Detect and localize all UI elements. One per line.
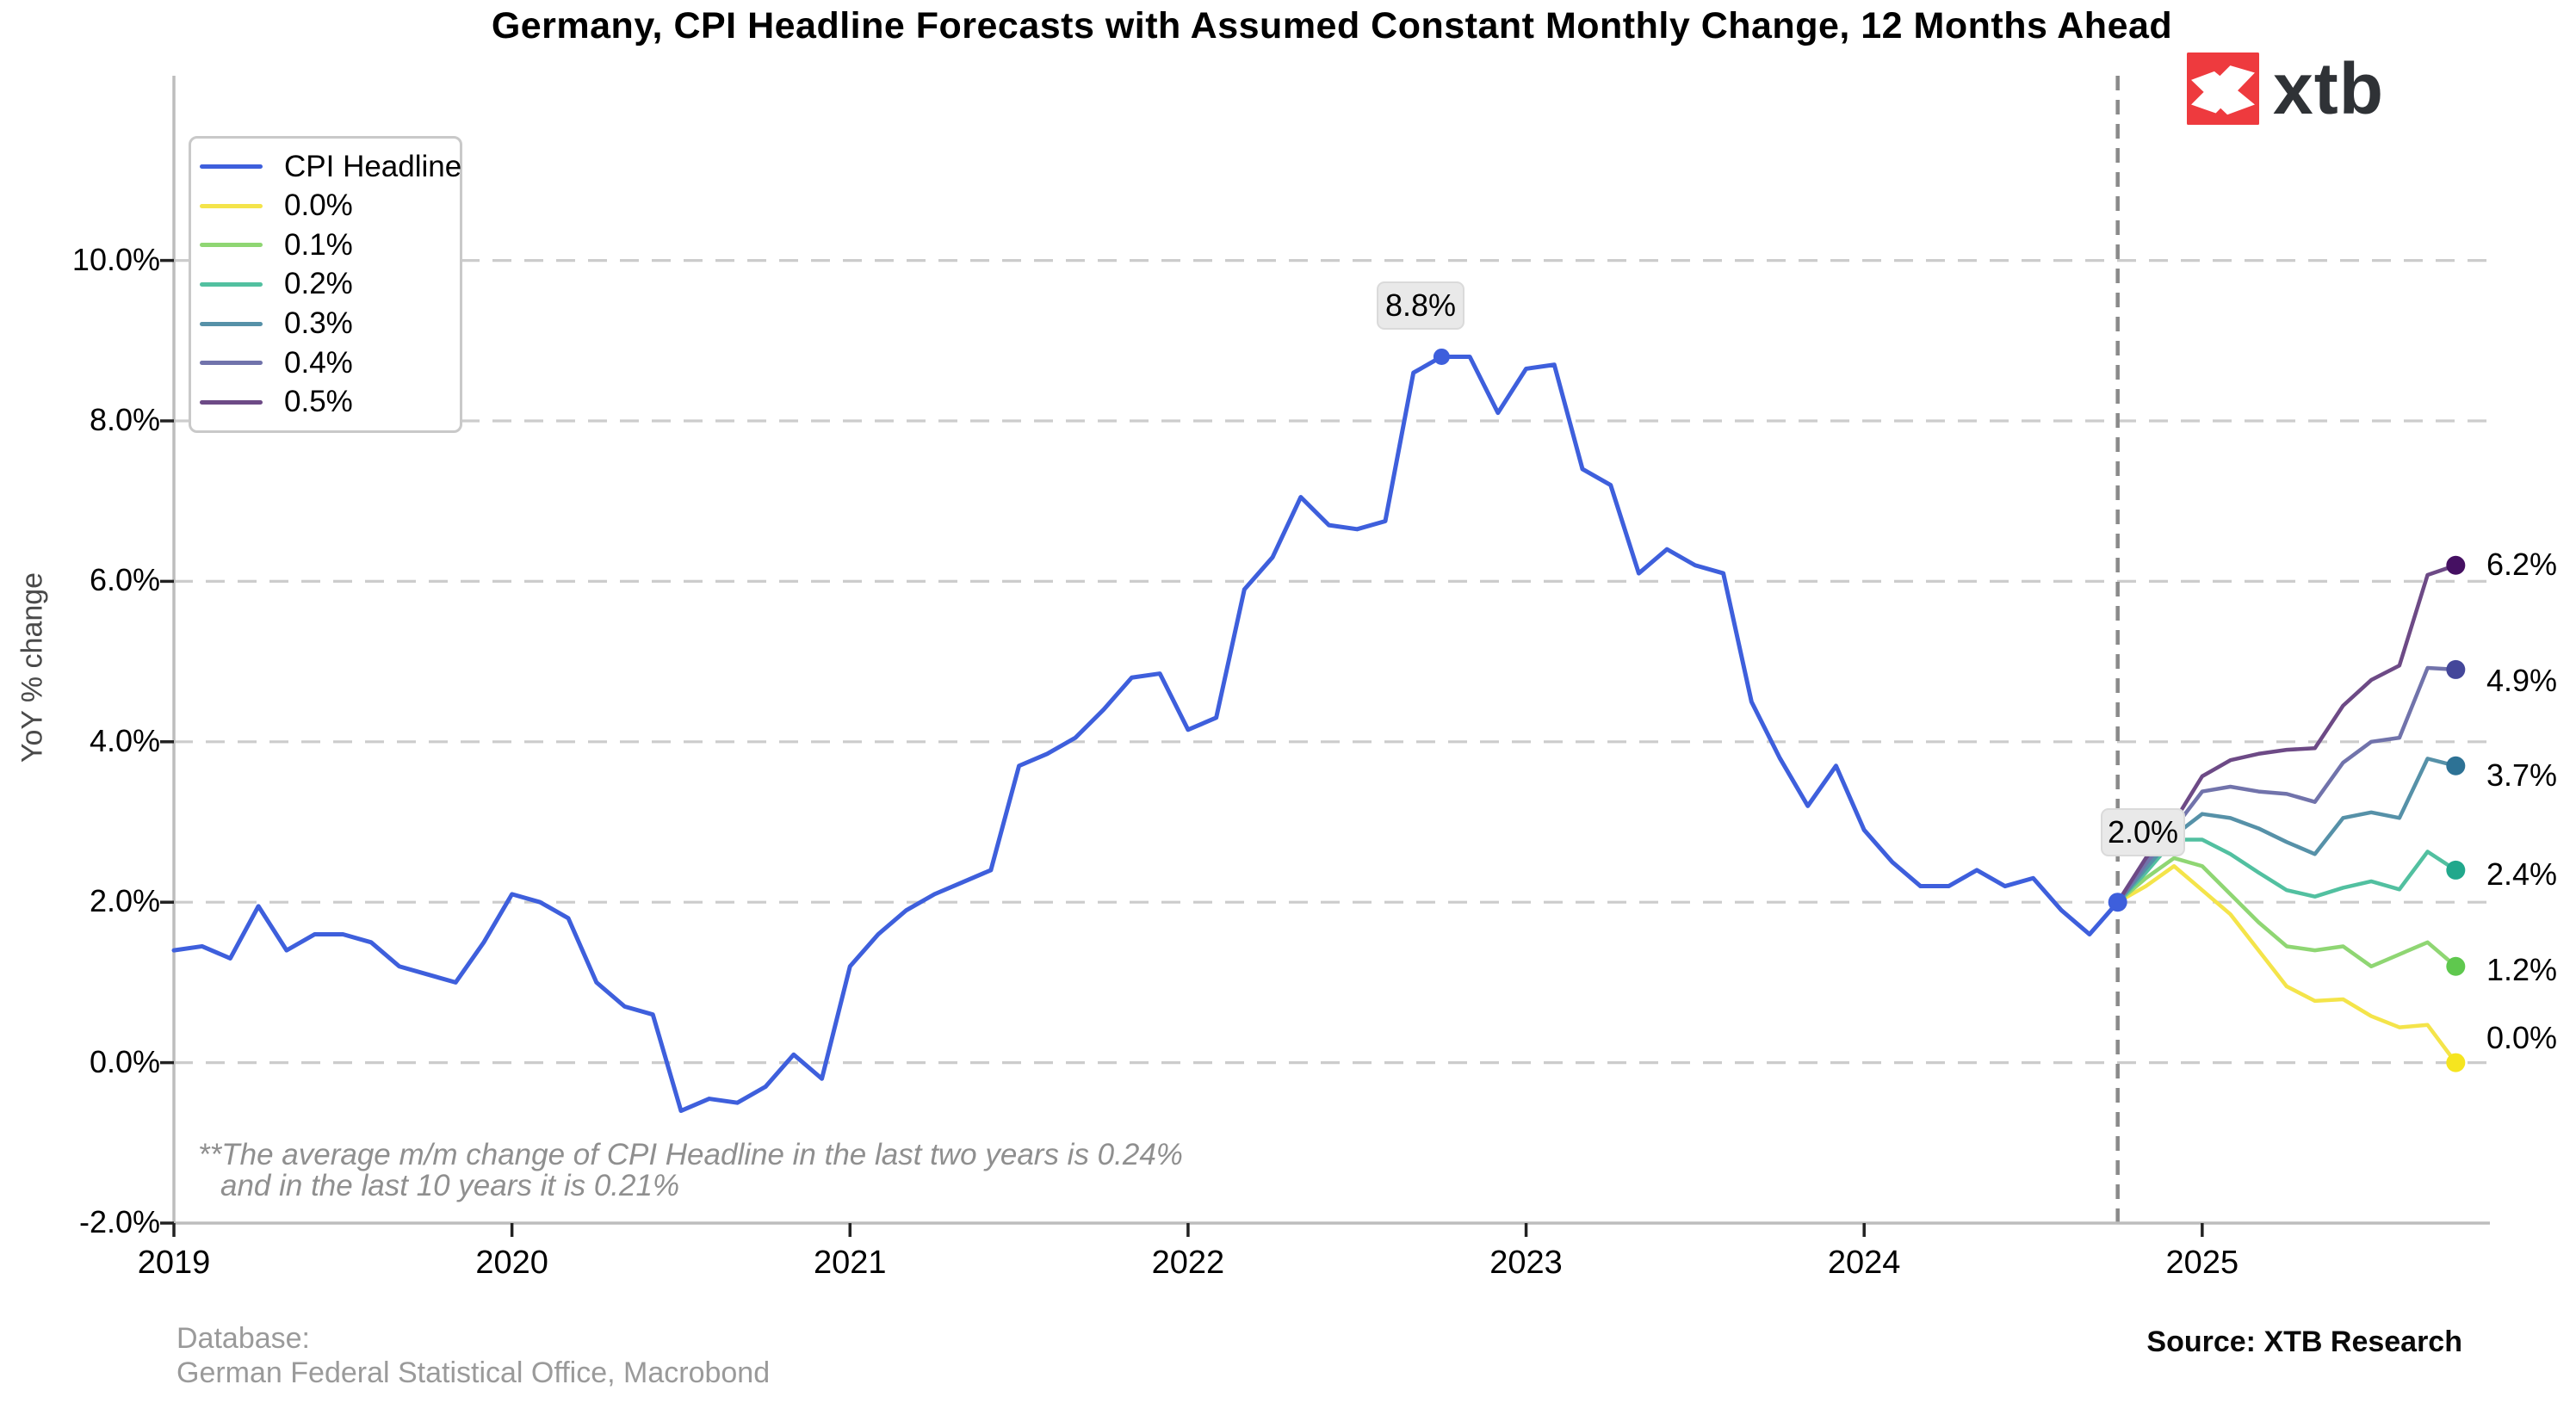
y-tick-label: -2.0%: [78, 1204, 160, 1239]
x-tick-label: 2021: [813, 1245, 887, 1281]
y-tick-label: 6.0%: [89, 562, 160, 598]
page-title: Germany, CPI Headline Forecasts with Ass…: [491, 5, 2173, 46]
end-value-label-0.0%: 0.0%: [2486, 1019, 2558, 1055]
legend-label: 0.5%: [284, 385, 353, 419]
legend-label: 0.2%: [284, 267, 353, 301]
y-tick-label: 2.0%: [89, 883, 160, 919]
legend-swatch-icon: [200, 399, 263, 405]
x-tick-label: 2025: [2165, 1245, 2239, 1281]
end-marker-6.2%: [2446, 555, 2466, 575]
legend-label: CPI Headline: [284, 149, 462, 183]
cpi-headline-line: [171, 354, 2121, 1114]
legend-item-0.3%: 0.3%: [191, 306, 460, 341]
legend-label: 0.1%: [284, 227, 353, 262]
legend-item-cpi-headline: CPI Headline: [191, 149, 462, 184]
end-value-label-1.2%: 1.2%: [2486, 951, 2558, 987]
forecast-start-annotation: 2.0%: [2101, 808, 2185, 856]
database-value: German Federal Statistical Office, Macro…: [176, 1356, 771, 1389]
legend-label: 0.4%: [284, 345, 353, 380]
xtb-logo-mark-icon: [2187, 53, 2259, 125]
legend-item-0.5%: 0.5%: [191, 385, 460, 419]
legend-item-0.1%: 0.1%: [191, 228, 460, 263]
end-value-label-6.2%: 6.2%: [2486, 546, 2558, 582]
forecast-line-0.0%: [2115, 864, 2458, 1065]
footnote-line2: and in the last 10 years it is 0.21%: [220, 1169, 680, 1202]
forecast-line-0.1%: [2115, 856, 2458, 969]
legend-item-0.4%: 0.4%: [191, 346, 460, 380]
forecast-start-marker: [2108, 893, 2127, 912]
legend-swatch-icon: [200, 361, 263, 366]
end-marker-2.4%: [2446, 860, 2466, 880]
x-tick-label: 2024: [1827, 1245, 1901, 1281]
legend-box: CPI Headline 0.0% 0.1% 0.2% 0.3% 0.4% 0.5%: [189, 136, 462, 433]
x-tick-label: 2023: [1489, 1245, 1563, 1281]
legend-label: 0.0%: [284, 188, 353, 223]
legend-label: 0.3%: [284, 306, 353, 341]
y-tick-label: 0.0%: [89, 1043, 160, 1079]
x-tick-label: 2019: [137, 1245, 211, 1281]
legend-swatch-icon: [200, 321, 263, 326]
y-tick-label: 4.0%: [89, 722, 160, 758]
end-marker-0.0%: [2446, 1053, 2466, 1072]
xtb-logo: xtb: [2187, 51, 2384, 127]
peak-annotation-label: 8.8%: [1384, 287, 1457, 323]
y-tick-label: 10.0%: [71, 241, 160, 277]
legend-item-0.0%: 0.0%: [191, 188, 460, 223]
source-credit: Source: XTB Research: [2146, 1326, 2462, 1358]
legend-swatch-icon: [200, 203, 263, 208]
footnote-line1: **The average m/m change of CPI Headline…: [198, 1138, 1183, 1171]
legend-swatch-icon: [200, 164, 263, 170]
y-axis-title: YoY % change: [15, 572, 49, 763]
database-label: Database:: [176, 1322, 310, 1355]
forecast-line-0.4%: [2115, 665, 2458, 905]
legend-item-0.2%: 0.2%: [191, 267, 460, 301]
end-value-label-4.9%: 4.9%: [2486, 662, 2558, 698]
forecast-start-annotation-label: 2.0%: [2107, 814, 2179, 850]
end-marker-4.9%: [2446, 659, 2466, 679]
x-tick-label: 2020: [475, 1245, 548, 1281]
legend-swatch-icon: [200, 243, 263, 248]
y-tick-label: 8.0%: [89, 402, 160, 437]
end-marker-3.7%: [2446, 756, 2466, 776]
end-value-label-2.4%: 2.4%: [2486, 856, 2558, 892]
xtb-logo-text: xtb: [2273, 48, 2384, 129]
peak-marker: [1433, 348, 1450, 365]
legend-swatch-icon: [200, 281, 263, 287]
end-value-label-3.7%: 3.7%: [2486, 757, 2558, 793]
end-marker-1.2%: [2446, 956, 2466, 976]
peak-annotation: 8.8%: [1377, 281, 1464, 330]
x-tick-label: 2022: [1151, 1245, 1225, 1281]
